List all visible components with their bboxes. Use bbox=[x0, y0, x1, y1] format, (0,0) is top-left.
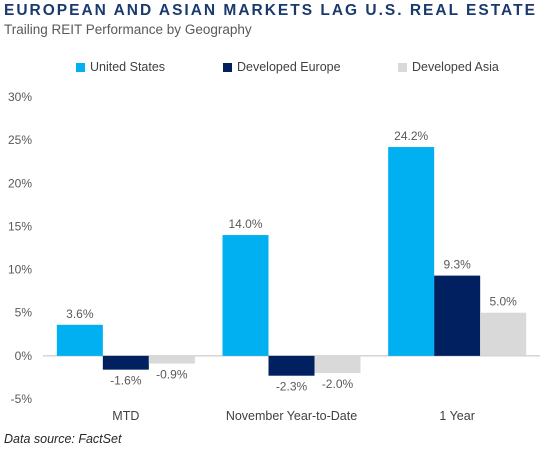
bar bbox=[102, 355, 149, 370]
chart-subtitle: Trailing REIT Performance by Geography bbox=[4, 22, 252, 37]
bar bbox=[222, 235, 269, 356]
bar-chart: 30% 25% 20% 15% 10% 5% 0% -5% 3.6% -1.6% -0.9% MTD 1… bbox=[8, 90, 540, 423]
y-tick-label: 15% bbox=[8, 219, 32, 233]
legend-swatch-developed-asia bbox=[398, 62, 407, 72]
data-label: 5.0% bbox=[489, 295, 517, 309]
legend-item-united-states: United States bbox=[76, 60, 165, 74]
legend-label-united-states: United States bbox=[90, 60, 166, 74]
y-tick-label: 10% bbox=[8, 263, 32, 277]
y-tick-label: 30% bbox=[8, 90, 32, 104]
data-label: 24.2% bbox=[394, 129, 428, 143]
x-tick-label: MTD bbox=[112, 409, 139, 423]
legend-item-developed-asia: Developed Asia bbox=[398, 60, 499, 74]
x-tick-label: 1 Year bbox=[439, 409, 474, 423]
data-label: -2.3% bbox=[276, 380, 308, 394]
y-tick-label: 25% bbox=[8, 133, 32, 147]
bar bbox=[388, 147, 435, 356]
bar bbox=[480, 312, 527, 356]
legend-swatch-developed-europe bbox=[223, 62, 232, 72]
bar bbox=[268, 355, 315, 376]
y-tick-label: 20% bbox=[8, 176, 32, 190]
data-label: -1.6% bbox=[110, 374, 142, 388]
data-source-note: Data source: FactSet bbox=[4, 432, 122, 446]
data-label: 3.6% bbox=[66, 307, 94, 321]
chart-title: EUROPEAN AND ASIAN MARKETS LAG U.S. REAL… bbox=[4, 2, 537, 19]
legend-label-developed-europe: Developed Europe bbox=[237, 60, 341, 74]
data-label: -2.0% bbox=[322, 377, 354, 391]
x-tick-label: November Year-to-Date bbox=[226, 409, 357, 423]
legend-label-developed-asia: Developed Asia bbox=[412, 60, 499, 74]
chart-legend: United States Developed Europe Developed… bbox=[0, 60, 545, 76]
bar bbox=[314, 355, 361, 374]
y-tick-label: -5% bbox=[11, 392, 33, 406]
data-label: 14.0% bbox=[228, 217, 262, 231]
bar bbox=[148, 355, 195, 364]
y-tick-label: 5% bbox=[15, 306, 33, 320]
data-label: 9.3% bbox=[443, 258, 471, 272]
y-tick-label: 0% bbox=[15, 349, 33, 363]
bar bbox=[56, 324, 103, 356]
data-label: -0.9% bbox=[156, 368, 188, 382]
legend-swatch-united-states bbox=[76, 62, 85, 72]
bar bbox=[434, 275, 481, 356]
legend-item-developed-europe: Developed Europe bbox=[223, 60, 341, 74]
